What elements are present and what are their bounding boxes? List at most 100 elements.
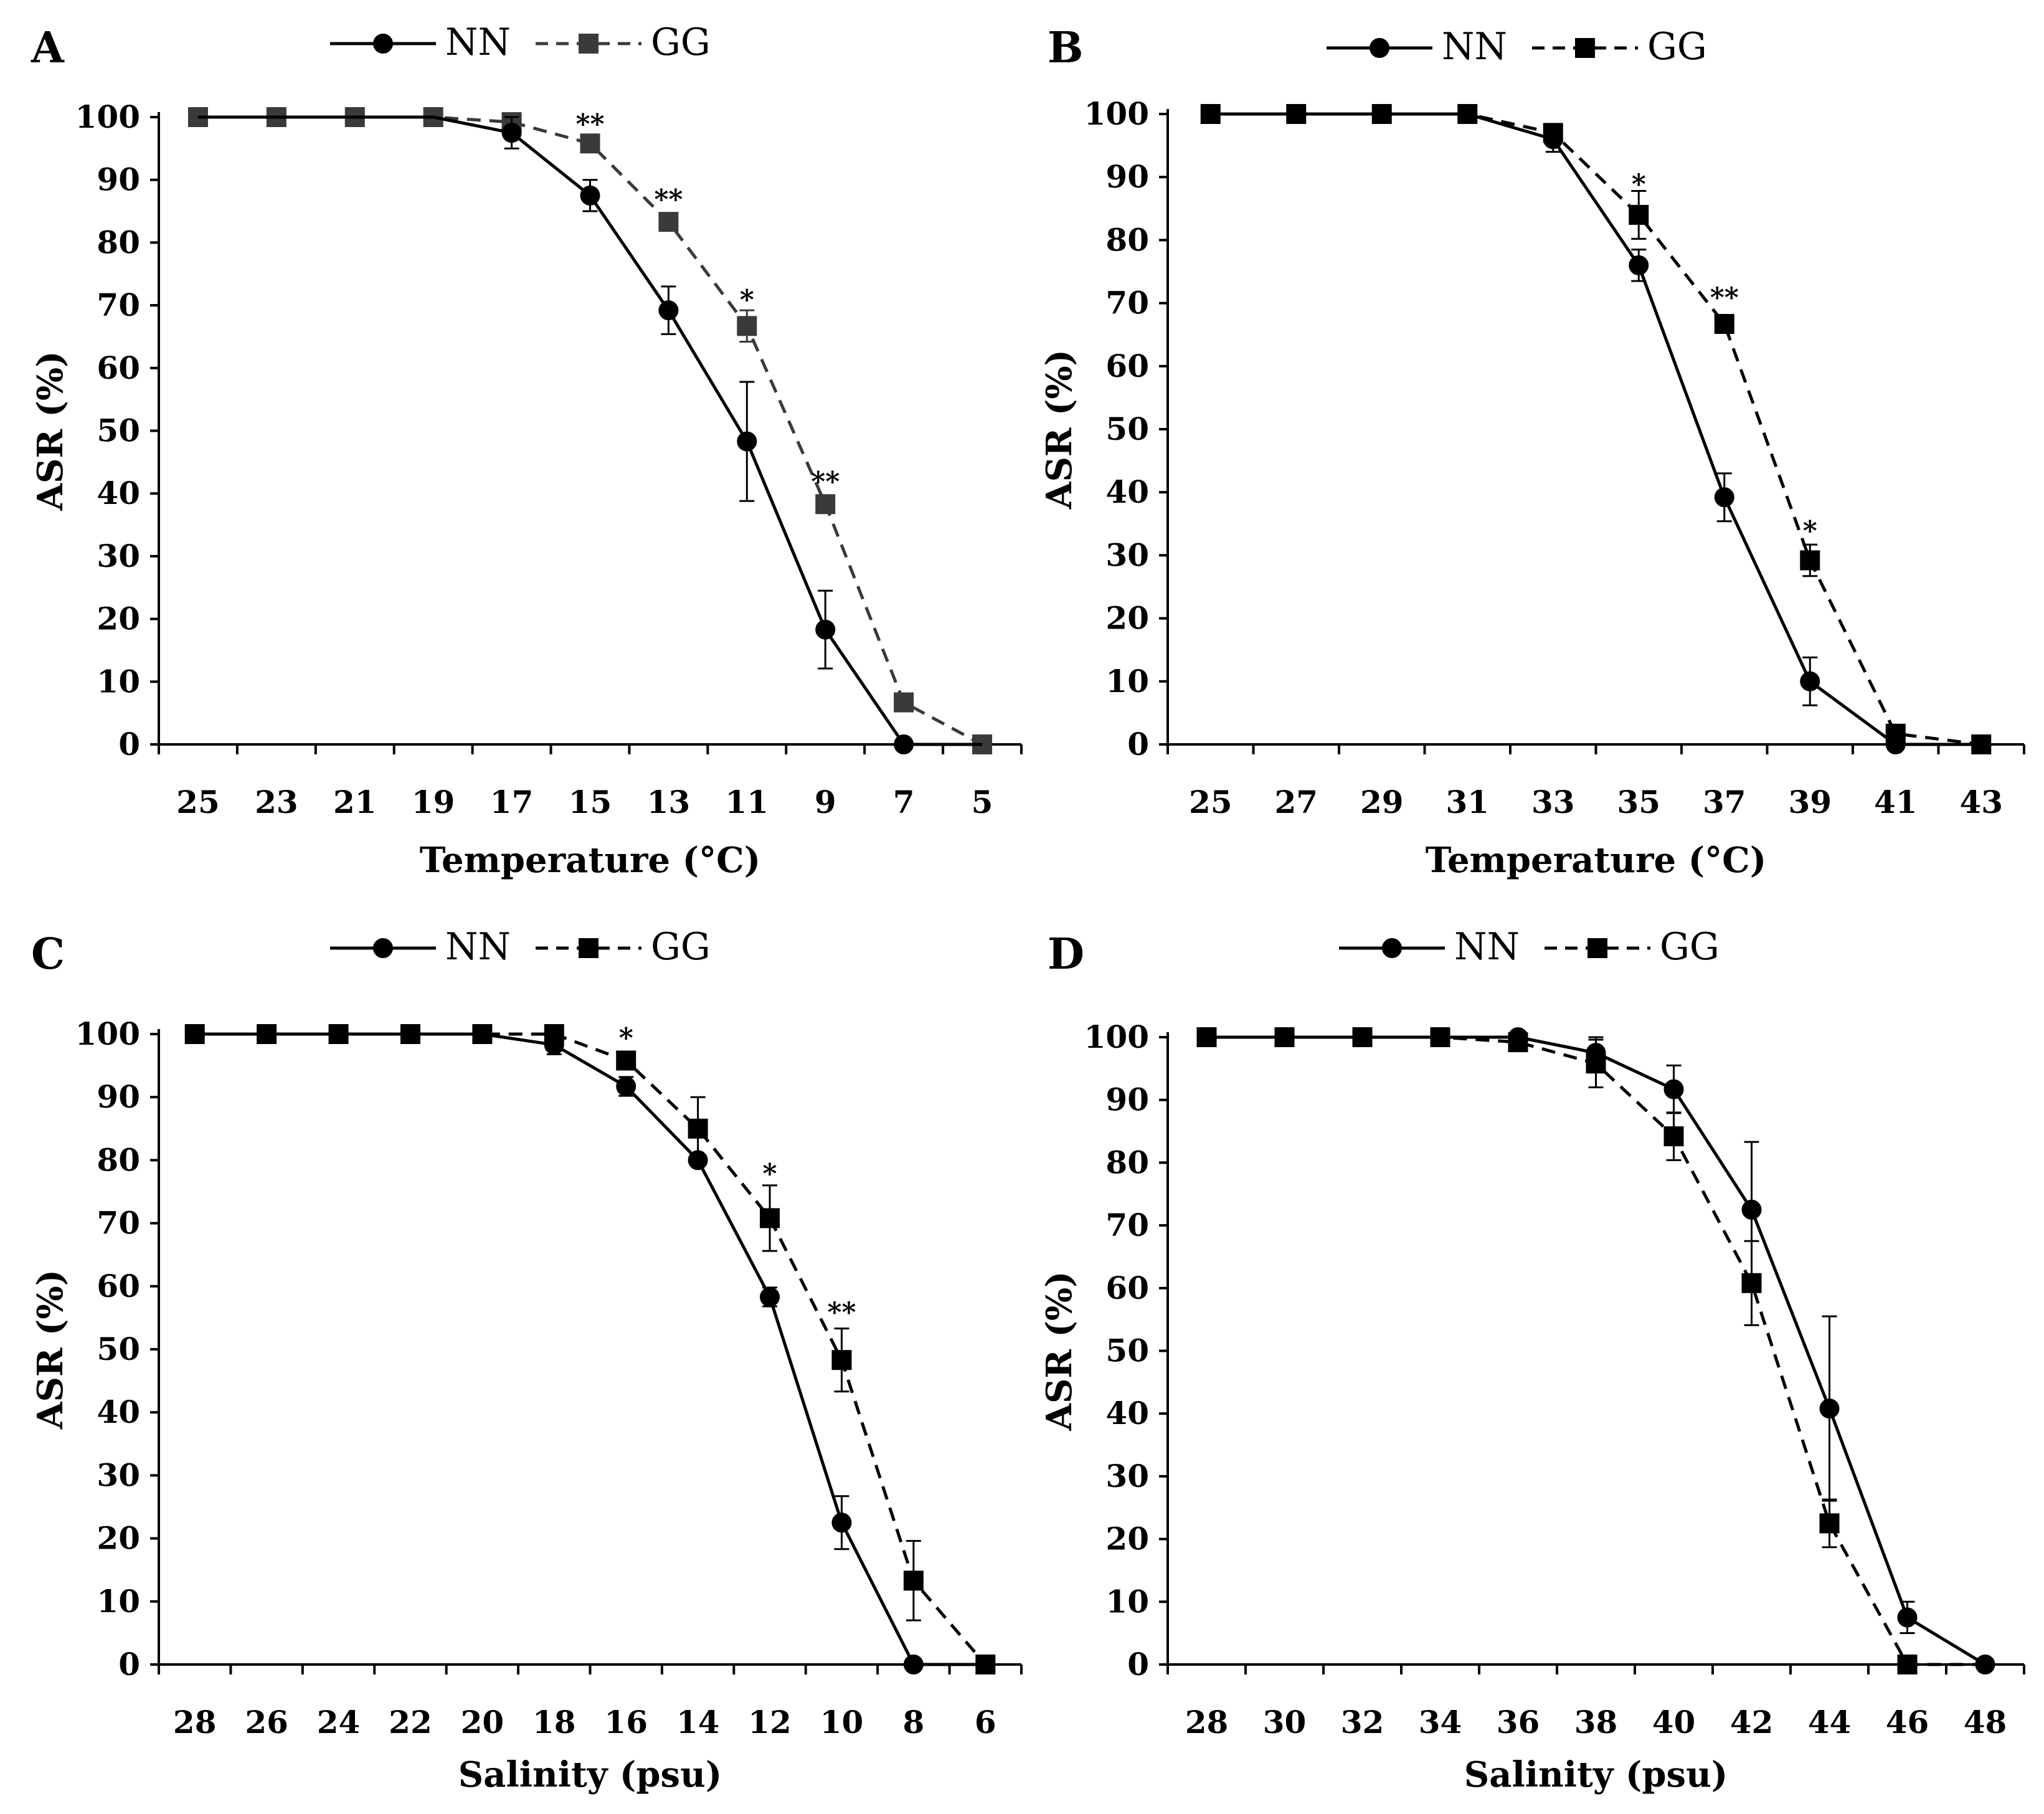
data-point-nn (903, 1655, 924, 1674)
x-axis-title: Salinity (psu) (458, 1754, 722, 1795)
y-tick-label: 100 (1084, 1019, 1149, 1055)
data-point-nn (1663, 1079, 1684, 1099)
data-point-nn (1714, 487, 1734, 508)
series-line-nn (194, 1032, 986, 1666)
x-tick-label: 7 (893, 784, 915, 820)
data-point-gg (1800, 550, 1820, 571)
legend-label-gg: GG (1660, 925, 1720, 969)
data-point-gg (1897, 1655, 1918, 1674)
data-point-nn (1543, 129, 1563, 150)
legend-marker-gg (579, 34, 599, 54)
series-line-nn (1210, 112, 1982, 746)
series-line-gg (1206, 1035, 1985, 1666)
y-tick-label: 20 (1105, 1521, 1149, 1557)
chart-panel-d: 0 10 20 30 40 50 60 70 80 90 100 28 30 32 34 36 38 40 42 44… (1039, 925, 2025, 1795)
x-tick-label: 48 (1964, 1704, 2007, 1740)
data-point-nn (616, 1076, 636, 1096)
data-point-nn (1629, 255, 1649, 275)
y-tick-label: 20 (97, 601, 140, 637)
x-tick-label: 42 (1730, 1704, 1774, 1740)
data-point-gg (894, 692, 914, 713)
x-tick-label: 16 (604, 1704, 648, 1740)
y-tick-label: 40 (1105, 473, 1149, 510)
y-tick-label: 0 (1127, 726, 1149, 762)
x-axis-title: Salinity (psu) (1464, 1754, 1728, 1795)
x-tick-label: 18 (532, 1704, 576, 1740)
legend-label-nn: NN (1454, 925, 1520, 969)
data-point-gg (737, 316, 757, 336)
x-tick-label: 30 (1263, 1704, 1307, 1740)
data-point-gg (815, 494, 836, 515)
y-tick-label: 70 (1105, 1207, 1149, 1243)
legend-a: NN GG (330, 21, 711, 64)
x-tick-label: 13 (647, 784, 691, 820)
y-tick-label: 80 (97, 1141, 140, 1178)
legend-label-nn: NN (445, 21, 511, 64)
x-tick-label: 17 (490, 784, 534, 820)
x-tick-label: 35 (1617, 784, 1660, 820)
y-tick-label: 50 (1105, 411, 1149, 447)
x-tick-label: 28 (173, 1704, 217, 1740)
legend-label-nn: NN (1442, 25, 1507, 69)
y-tick-label: 50 (97, 412, 140, 449)
x-tick-label: 23 (255, 784, 298, 820)
data-point-nn (760, 1287, 780, 1308)
data-point-gg (760, 1208, 780, 1228)
legend-marker-gg (579, 938, 599, 958)
x-tick-label: 5 (972, 784, 993, 820)
data-point-gg (688, 1118, 708, 1139)
y-tick-label: 10 (1105, 1583, 1149, 1620)
data-point-nn (1975, 1655, 1995, 1674)
x-tick-label: 26 (245, 1704, 288, 1740)
significance-marker: ** (827, 1296, 856, 1328)
x-tick-label: 10 (820, 1704, 864, 1740)
y-tick-label: 10 (97, 1583, 140, 1620)
y-tick-label: 60 (97, 349, 140, 386)
legend-label-gg: GG (651, 925, 711, 969)
data-point-gg (831, 1350, 852, 1370)
y-tick-label: 90 (97, 1078, 140, 1115)
x-tick-label: 38 (1574, 1704, 1618, 1740)
y-tick-label: 60 (1105, 1270, 1149, 1306)
x-tick-label: 12 (748, 1704, 792, 1740)
x-tick-label: 20 (461, 1704, 504, 1740)
y-tick-label: 30 (97, 1456, 140, 1493)
y-tick-label: 20 (1105, 600, 1149, 637)
y-tick-label: 70 (97, 1205, 140, 1242)
legend-marker-nn (1370, 38, 1389, 58)
panel-label-d: D (1048, 929, 1084, 979)
y-tick-label: 40 (97, 475, 140, 511)
series-line-gg (197, 115, 983, 746)
y-axis-title: ASR (%) (30, 1270, 71, 1430)
legend-c: NN GG (330, 925, 711, 969)
significance-marker: * (1803, 515, 1817, 547)
data-point-gg (658, 212, 679, 232)
y-tick-label: 60 (1105, 348, 1149, 384)
y-tick-label: 10 (97, 663, 140, 700)
y-tick-label: 100 (75, 98, 140, 135)
x-tick-label: 34 (1419, 1704, 1462, 1740)
y-tick-label: 100 (1084, 95, 1149, 132)
panel-label-b: B (1048, 23, 1083, 73)
data-point-gg (1629, 204, 1649, 225)
y-axis-title: ASR (%) (1039, 349, 1080, 510)
y-tick-label: 70 (97, 287, 140, 323)
x-axis-title: Temperature (°C) (420, 840, 760, 881)
y-tick-label: 0 (1127, 1646, 1149, 1683)
y-tick-label: 50 (97, 1331, 140, 1367)
y-tick-label: 80 (97, 224, 140, 260)
x-tick-label: 32 (1341, 1704, 1384, 1740)
chart-panel-a: 0 10 20 30 40 50 60 70 80 90 100 25 23 21 19 17 15 13 11 9 7… (30, 21, 1023, 881)
data-point-nn (1586, 1043, 1606, 1063)
y-tick-label: 0 (118, 1646, 140, 1683)
x-tick-label: 11 (726, 784, 769, 820)
data-point-nn (1741, 1199, 1762, 1220)
y-tick-label: 30 (1105, 536, 1149, 573)
chart-panel-c: 0 10 20 30 40 50 60 70 80 90 100 28 26 24 22 20 18 16 14 12… (30, 925, 1023, 1795)
y-tick-label: 90 (97, 161, 140, 198)
data-point-nn (1508, 1027, 1528, 1047)
significance-marker: * (763, 1158, 777, 1190)
chart-panel-b: 0 10 20 30 40 50 60 70 80 90 100 25 27 29 31 33 35 37 39 41… (1039, 25, 2025, 881)
legend-label-gg: GG (651, 21, 711, 64)
x-tick-label: 9 (815, 784, 836, 820)
